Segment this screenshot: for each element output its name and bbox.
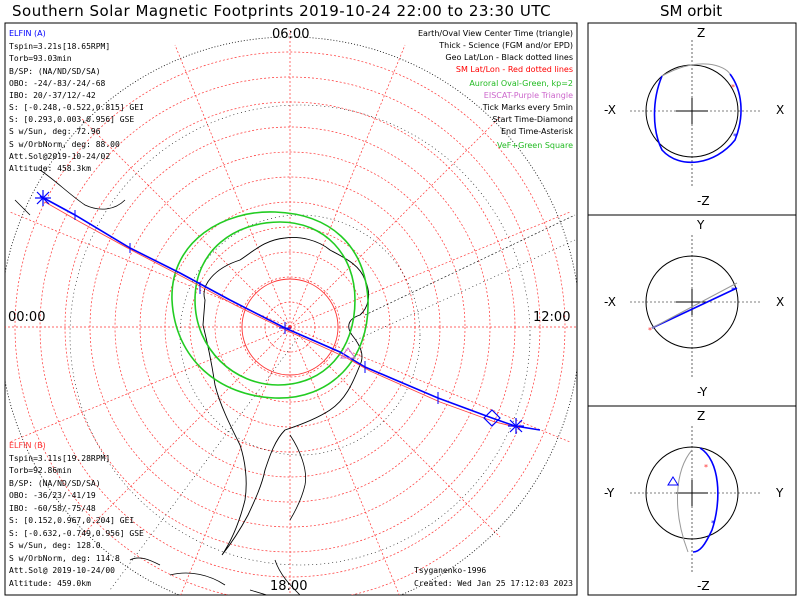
elfin-b-line: OBO: -36/23/-41/19 — [9, 491, 96, 500]
svg-text:*: * — [704, 463, 708, 472]
elfin-b-line: S w/OrbNorm, deg: 114.8 — [9, 554, 120, 563]
elfin-a-line: B/SP: (NA/ND/SD/SA) — [9, 67, 101, 76]
earth-circle — [645, 255, 739, 349]
end-asterisk-marker — [35, 190, 51, 206]
sm-pole-ring — [241, 278, 339, 376]
auroral-ovals — [171, 211, 369, 399]
elfin-b-info: ELFIN (B) Tspin=3.11s[19.28RPM] Torb=92.… — [9, 441, 144, 588]
elfin-a-line: OBO: -24/-83/-24/-68 — [9, 79, 106, 88]
svg-text:*: * — [711, 519, 715, 528]
mlt-label-right: 12:00 — [533, 310, 570, 325]
mlt-label-left: 00:00 — [8, 310, 45, 325]
start-diamond-marker — [483, 409, 501, 427]
elfin-a-line: Torb=93.03min — [9, 54, 72, 63]
legend-item: SM Lat/Lon - Red dotted lines — [456, 65, 573, 74]
elfin-b-line: Att.Sol@ 2019-10-24/00 — [9, 566, 115, 575]
eiscat-triangle — [340, 347, 356, 359]
orbit-panel-yz: Z -Y Y -Z * * — [604, 409, 784, 593]
orbit-axis-right: X — [776, 295, 784, 309]
elfin-b-line: S: [-0.632,-0.749,0.956] GSE — [9, 529, 144, 538]
elfin-a-info: ELFIN (A) Tspin=3.21s[18.65RPM] Torb=93.… — [9, 29, 144, 173]
model-credit: Tsyganenko-1996 — [414, 566, 486, 575]
elfin-a-footprint-track — [39, 195, 541, 431]
asterisk-marker-right — [508, 418, 524, 434]
elfin-a-line: Att.Sol@2019-10-24/02 — [9, 152, 110, 161]
orbit-axis-bottom: -Z — [697, 194, 710, 208]
orbit-axis-top: Z — [697, 409, 705, 423]
elfin-a-name: ELFIN (A) — [9, 29, 46, 38]
mlt-label-bottom: 18:00 — [270, 579, 307, 594]
orbit-axis-bottom: -Z — [697, 579, 710, 593]
svg-text:*: * — [648, 326, 652, 335]
orbit-axis-right: Y — [775, 486, 784, 500]
orbit-axis-bottom: -Y — [697, 385, 708, 399]
orbit-axis-top: Z — [697, 26, 705, 40]
legend-item: Tick Marks every 5min — [482, 103, 573, 112]
legend-item: Start Time-Diamond — [492, 115, 573, 124]
elfin-b-line: IBO: -60/58/-75/48 — [9, 504, 96, 513]
elfin-b-name: ELFIN (B) — [9, 441, 46, 450]
antarctica-coastline — [202, 237, 370, 556]
elfin-a-line: S w/Sun, deg: 72.96 — [9, 127, 101, 136]
elfin-b-footprint-track — [44, 201, 521, 429]
sm-grid-meridians — [5, 30, 577, 595]
elfin-a-line: S: [0.293,0.003,0.956] GSE — [9, 115, 134, 124]
elfin-a-line: IBO: 20/-37/12/-42 — [9, 91, 96, 100]
elfin-b-line: S w/Sun, deg: 128.0 — [9, 541, 101, 550]
orbit-axis-left: -X — [604, 295, 616, 309]
africa-coastline — [14, 169, 126, 216]
orbit-axis-top: Y — [696, 218, 705, 232]
legend-item: End Time-Asterisk — [501, 127, 573, 136]
svg-text:*: * — [731, 83, 735, 92]
elfin-b-line: Tspin=3.11s[19.28RPM] — [9, 454, 110, 463]
legend-item: Thick - Science (FGM and/or EPD) — [438, 41, 573, 50]
legend-item: Geo Lat/Lon - Black dotted lines — [445, 53, 573, 62]
orbit-panels-frame — [587, 22, 797, 596]
legend: Earth/Oval View Center Time (triangle) T… — [418, 29, 573, 150]
orbit-axis-right: X — [776, 103, 784, 117]
legend-item: VeF+Green Square — [497, 141, 573, 150]
australia-coastline — [129, 557, 226, 586]
created-timestamp: Created: Wed Jan 25 17:12:03 2023 — [414, 579, 573, 588]
view-center-line — [364, 214, 576, 316]
svg-text:*: * — [731, 286, 735, 295]
orbit-axis-left: -Y — [604, 486, 615, 500]
legend-item: Auroral Oval-Green, kp=2 — [469, 79, 573, 88]
earth-circle — [645, 446, 739, 540]
track-tick-marks — [74, 210, 439, 404]
svg-text:*: * — [733, 132, 737, 141]
page-title: Southern Solar Magnetic Footprints 2019-… — [12, 2, 552, 20]
orbit-panel-title: SM orbit — [660, 2, 723, 20]
orbit-panel-xz: Z -X X -Z * * — [604, 26, 784, 208]
elfin-a-line: S w/OrbNorm, deg: 88.00 — [9, 140, 120, 149]
elfin-a-line: Altitude: 458.3km — [9, 164, 91, 173]
elfin-b-line: B/SP: (NA/ND/SD/SA) — [9, 479, 101, 488]
elfin-a-line: Tspin=3.21s[18.65RPM] — [9, 42, 110, 51]
legend-item: Earth/Oval View Center Time (triangle) — [418, 29, 573, 38]
south-america-coastline — [249, 434, 307, 595]
polar-map — [5, 30, 577, 595]
orbit-panel-xy: Y -X X -Y * * — [604, 218, 784, 399]
legend-item: EISCAT-Purple Triangle — [484, 91, 573, 100]
orbit-axis-left: -X — [604, 103, 616, 117]
mlt-label-top: 06:00 — [272, 27, 309, 42]
elfin-b-line: S: [0.152,0.967,0.204] GEI — [9, 516, 134, 525]
elfin-b-line: Altitude: 459.0km — [9, 579, 91, 588]
map-frame — [4, 22, 578, 596]
elfin-a-line: S: [-0.248,-0.522,0.815] GEI — [9, 103, 144, 112]
elfin-b-line: Torb=92.86min — [9, 466, 72, 475]
